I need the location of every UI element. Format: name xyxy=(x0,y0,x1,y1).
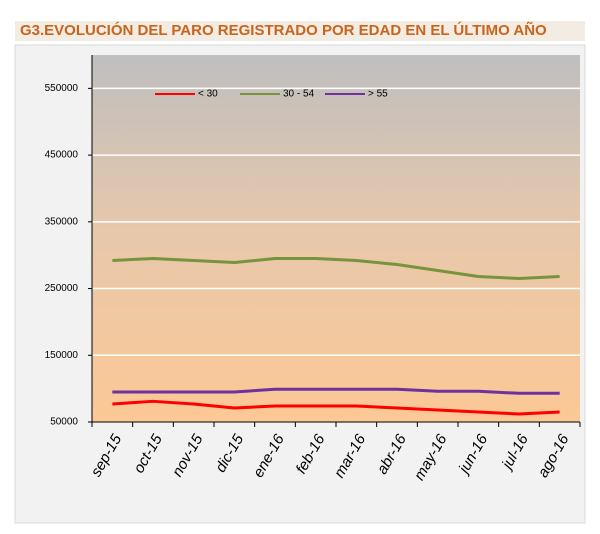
title-band xyxy=(15,21,585,41)
plot-area xyxy=(92,55,580,422)
y-tick-label: 450000 xyxy=(45,150,79,161)
legend-label: 30 - 54 xyxy=(283,89,315,100)
series-line xyxy=(112,387,560,395)
y-tick-label: 350000 xyxy=(45,216,79,227)
chart-title: G3.EVOLUCIÓN DEL PARO REGISTRADO POR EDA… xyxy=(20,21,547,39)
y-tick-label: 250000 xyxy=(45,283,79,294)
y-tick-label: 150000 xyxy=(45,350,79,361)
y-tick-label: 550000 xyxy=(45,83,79,94)
series-line xyxy=(112,399,560,416)
legend-label: > 55 xyxy=(368,89,388,100)
y-tick-label: 50000 xyxy=(50,417,78,428)
series-line xyxy=(112,257,560,281)
legend-label: < 30 xyxy=(198,89,218,100)
